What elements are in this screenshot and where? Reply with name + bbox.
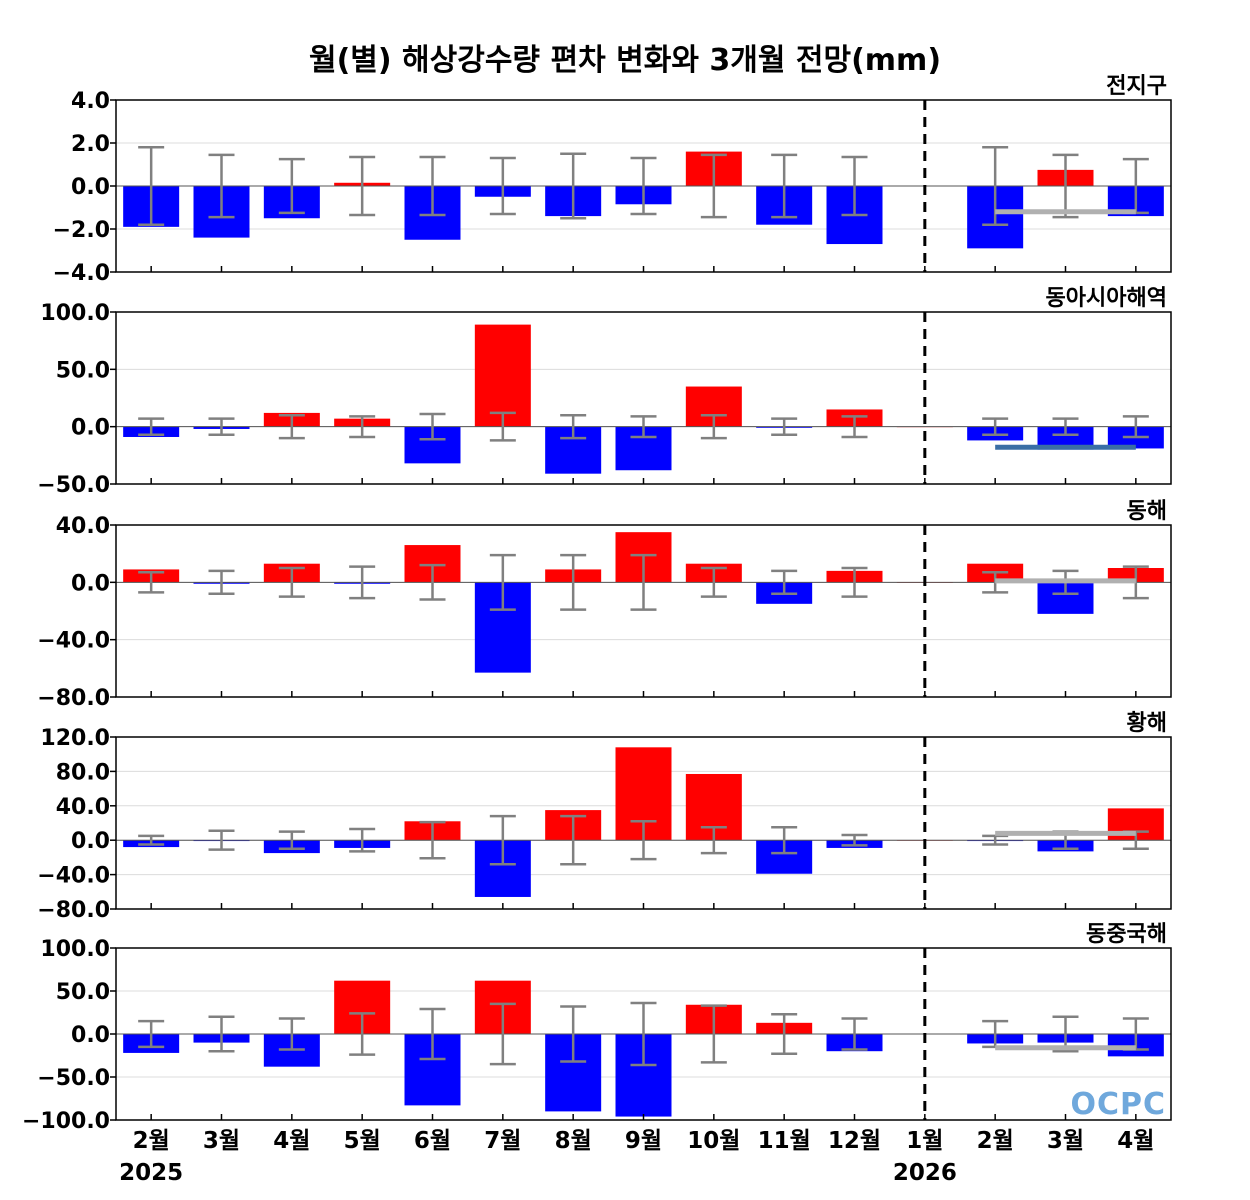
y-tick-label: 2.0 [71,132,110,157]
y-tick-label: −80.0 [37,686,110,711]
y-tick-label: 0.0 [71,416,110,441]
x-tick-label: 5월 [344,1128,381,1154]
bar [474,324,531,427]
panel-name: 전지구 [1106,74,1167,99]
y-tick-label: 100.0 [40,301,110,326]
y-tick-label: −50.0 [37,1066,110,1091]
y-tick-label: 50.0 [56,980,110,1005]
x-axis: 2월 3월 4월 5월 6월 7월 8월 9월 10월 11월 12월 1월 2월 3월 4월 2025 202… [119,1128,1154,1186]
panel-1: 100.0 50.0 0.0 −50.0 동아시아해역 [37,286,1172,498]
y-tick-label: −100.0 [22,1109,110,1134]
x-tick-label: 8월 [555,1128,592,1154]
x-tick-label: 10월 [687,1128,740,1154]
panel-4: 100.0 50.0 0.0 −50.0 −100.0 동중국해 [22,922,1172,1134]
y-tick-label: −40.0 [37,629,110,654]
panel-name: 황해 [1127,711,1167,736]
x-tick-label: 1월 [906,1128,943,1154]
y-tick-label: 120.0 [40,726,110,751]
x-tick-label: 3월 [203,1128,240,1154]
panel-0: 4.0 2.0 0.0 −2.0 −4.0 전지구 [53,74,1172,286]
y-tick-label: 100.0 [40,937,110,962]
chart-title: 월(별) 해상강수량 편차 변화와 3개월 전망(mm) [309,43,941,78]
x-tick-label: 9월 [625,1128,662,1154]
y-tick-label: −80.0 [37,898,110,923]
x-tick-label: 11월 [758,1128,811,1154]
x-tick-label: 12월 [828,1128,881,1154]
y-tick-label: 40.0 [56,514,110,539]
panel-3: 120.0 80.0 40.0 0.0 −40.0 −80.0 황해 [37,711,1172,923]
x-tick-label: 4월 [273,1128,310,1154]
y-tick-label: −40.0 [37,864,110,889]
panel-name: 동해 [1127,499,1167,524]
x-tick-label: 2월 [133,1128,170,1154]
x-tick-label: 4월 [1117,1128,1154,1154]
panels: 4.0 2.0 0.0 −2.0 −4.0 전지구 100.0 50.0 0.0 −50.0 동아시… [22,74,1172,1134]
y-tick-label: 4.0 [71,89,110,114]
x-tick-label: 2월 [977,1128,1014,1154]
y-tick-label: 0.0 [71,175,110,200]
y-tick-label: 50.0 [56,358,110,383]
y-tick-label: 0.0 [71,571,110,596]
x-tick-label: 7월 [484,1128,521,1154]
y-tick-label: 80.0 [56,760,110,785]
year-label: 2026 [893,1160,957,1186]
year-label: 2025 [119,1160,183,1186]
y-tick-label: −4.0 [53,261,110,286]
panel-2: 40.0 0.0 −40.0 −80.0 동해 [37,499,1172,711]
y-tick-label: 40.0 [56,795,110,820]
x-tick-label: 3월 [1047,1128,1084,1154]
y-tick-label: −2.0 [53,218,110,243]
y-tick-label: −50.0 [37,473,110,498]
y-tick-label: 0.0 [71,1023,110,1048]
y-tick-label: 0.0 [71,829,110,854]
panel-name: 동중국해 [1086,922,1167,947]
x-tick-label: 6월 [414,1128,451,1154]
bar [1037,426,1094,450]
panel-name: 동아시아해역 [1046,286,1167,311]
ocpc-logo: OCPC [1070,1087,1166,1122]
